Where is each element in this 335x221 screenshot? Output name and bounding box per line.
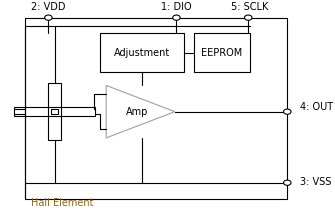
- Bar: [51, 109, 58, 114]
- Text: Hall Element: Hall Element: [31, 198, 94, 208]
- Circle shape: [173, 15, 180, 20]
- Circle shape: [283, 109, 291, 114]
- Circle shape: [245, 15, 252, 20]
- Text: 4: OUT: 4: OUT: [300, 102, 333, 112]
- Text: 2: VDD: 2: VDD: [31, 2, 66, 12]
- Bar: [25, 18, 287, 199]
- Circle shape: [45, 15, 52, 20]
- Text: 1: DIO: 1: DIO: [161, 2, 192, 12]
- Text: EEPROM: EEPROM: [201, 48, 242, 58]
- Text: 3: VSS: 3: VSS: [300, 177, 331, 187]
- Text: Adjustment: Adjustment: [114, 48, 170, 58]
- Bar: [100, 33, 184, 72]
- Bar: [194, 33, 250, 72]
- Text: 5: SCLK: 5: SCLK: [231, 2, 268, 12]
- Circle shape: [283, 180, 291, 185]
- Bar: [14, 107, 95, 116]
- Bar: [48, 83, 61, 140]
- Text: Amp: Amp: [126, 107, 149, 117]
